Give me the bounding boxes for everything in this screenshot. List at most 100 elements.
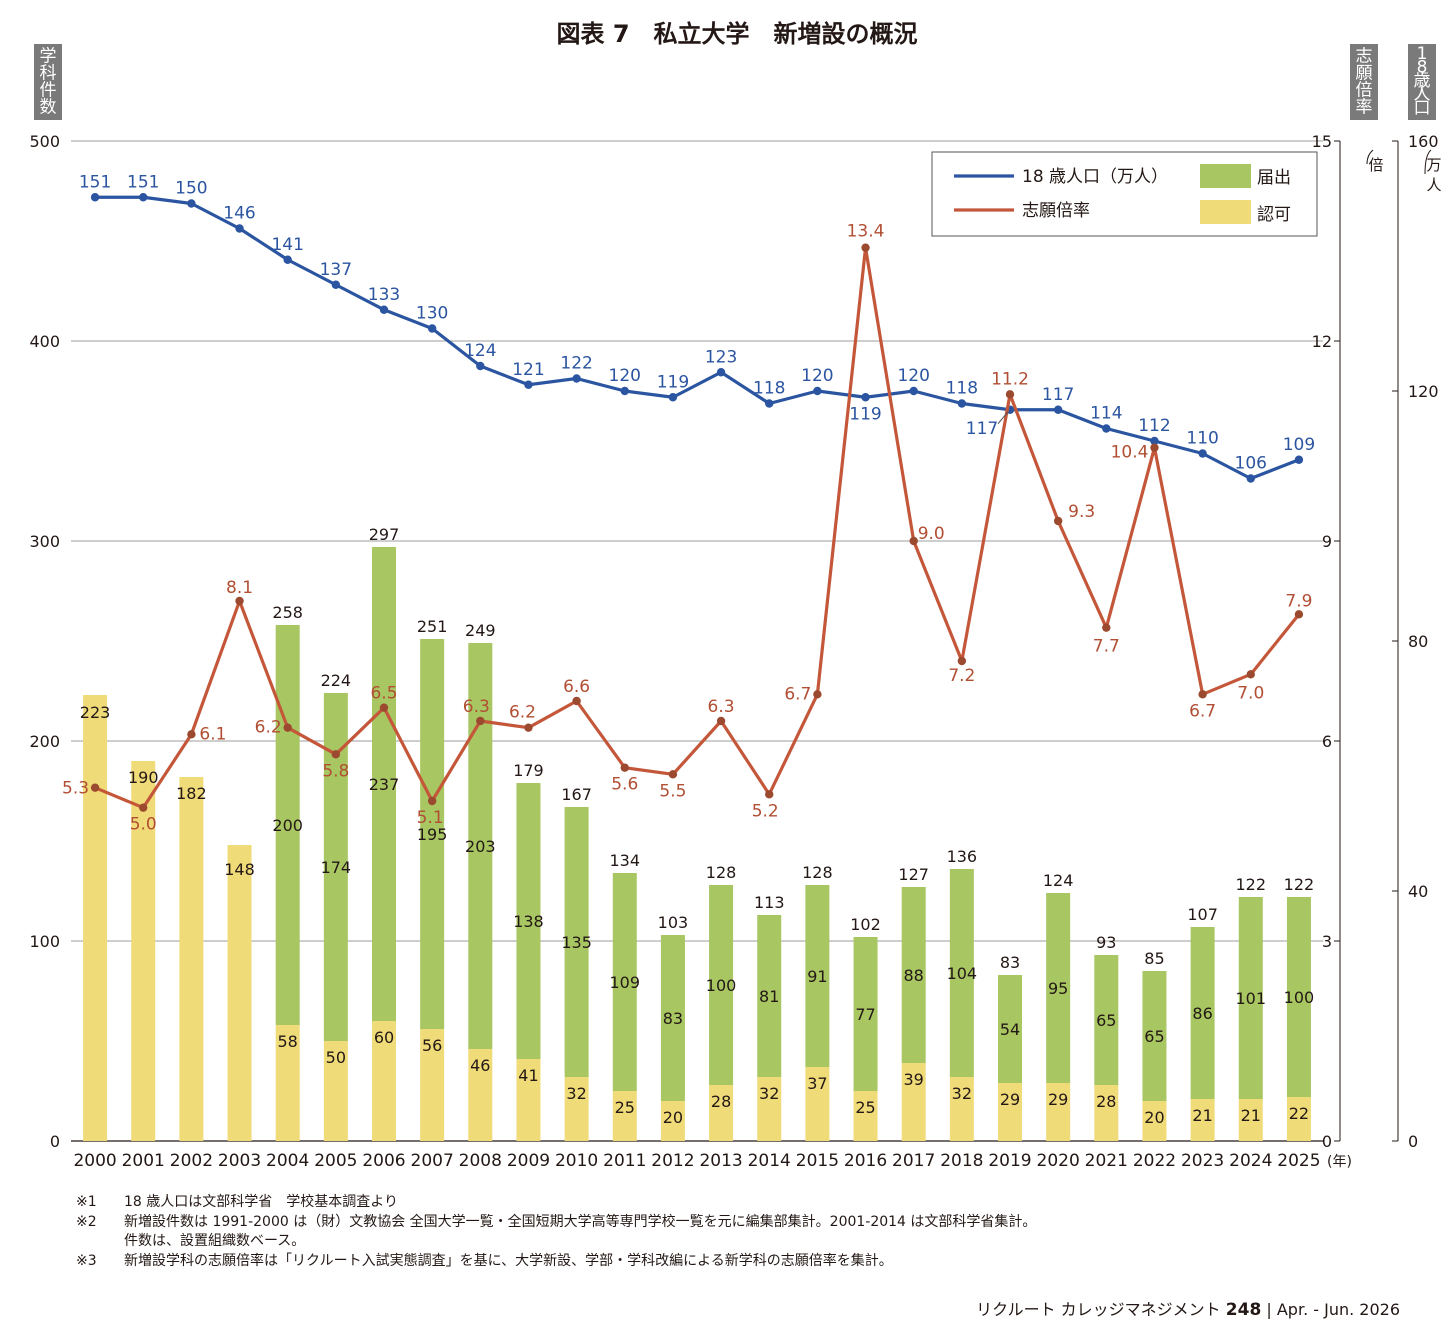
rate-label: 6.5 <box>370 684 397 704</box>
population-point <box>524 380 533 389</box>
bar-approval-label: 148 <box>224 860 255 879</box>
bar-approval-label: 39 <box>904 1070 924 1089</box>
rate-point <box>909 536 918 546</box>
x-tick-label: 2025 <box>1277 1151 1320 1171</box>
rate-axis-unit-paren <box>1366 149 1374 165</box>
population-label: 118 <box>753 379 785 399</box>
population-label: 133 <box>368 285 400 305</box>
rate-tick-label: 6 <box>1322 732 1332 751</box>
bar-notification-label: 91 <box>807 967 827 986</box>
bar-total-label: 124 <box>1043 871 1074 890</box>
x-tick-label: 2022 <box>1133 1151 1176 1171</box>
population-point <box>861 393 870 402</box>
bar-approval <box>805 1067 830 1141</box>
bar-total-label: 107 <box>1187 905 1218 924</box>
population-label: 123 <box>705 347 737 367</box>
rate-point <box>139 803 148 812</box>
bar-approval <box>1190 1099 1215 1141</box>
bar-notification <box>998 975 1022 1083</box>
rate-tick-label: 3 <box>1322 932 1332 951</box>
x-tick-label: 2024 <box>1229 1151 1272 1171</box>
left-axis-label-char: 数 <box>40 98 57 118</box>
bar-approval <box>420 1029 445 1141</box>
bar-notification <box>372 547 396 1021</box>
bar-approval <box>275 1025 300 1141</box>
population-point <box>620 386 629 396</box>
pop-axis-label-char: 歳 <box>1414 71 1431 91</box>
bar-notification-label: 109 <box>609 973 640 992</box>
note-text: 18 歳人口は文部科学省 学校基本調査より <box>124 1194 398 1210</box>
rate-label: 5.6 <box>611 775 638 795</box>
rate-point <box>957 656 967 666</box>
population-label: 124 <box>464 341 496 361</box>
pop-tick-label: 120 <box>1408 382 1439 401</box>
rate-point <box>331 750 341 759</box>
rate-point <box>668 770 678 779</box>
bar-approval-label: 190 <box>128 768 159 787</box>
bar-notification <box>1286 897 1311 1097</box>
bar-notification <box>420 639 445 1029</box>
rate-axis-label: 志願倍率 <box>1356 47 1373 118</box>
bar-notification-label: 104 <box>947 964 978 983</box>
left-tick-label: 0 <box>50 1132 60 1151</box>
population-point <box>716 368 726 377</box>
x-tick-label: 2007 <box>411 1151 454 1171</box>
bar-notification <box>1142 971 1167 1101</box>
left-axis-label-char: 件 <box>40 81 57 101</box>
bar-notification-label: 65 <box>1096 1011 1116 1030</box>
rate-point <box>524 723 533 732</box>
bar-approval <box>131 761 156 1141</box>
rate-point <box>187 730 196 739</box>
bar-approval <box>998 1083 1022 1141</box>
note-text: 件数は、設置組織数ベース。 <box>124 1233 306 1249</box>
bar-total-label: 224 <box>321 671 352 690</box>
bar-approval-label: 29 <box>1000 1090 1020 1109</box>
bar-approval <box>1238 1099 1263 1141</box>
bar-approval <box>709 1085 734 1141</box>
population-label: 110 <box>1186 429 1218 449</box>
bar-total-label: 122 <box>1235 875 1266 894</box>
rate-point <box>283 723 292 732</box>
bar-notification <box>660 935 685 1101</box>
pop-axis-label-box <box>1408 44 1436 120</box>
bar-approval <box>901 1063 926 1141</box>
x-tick-label: 2009 <box>507 1151 550 1171</box>
x-tick-label: 2013 <box>699 1151 742 1171</box>
bar-approval-label: 29 <box>1048 1090 1068 1109</box>
population-label: 119 <box>657 372 689 392</box>
bar-total-label: 127 <box>898 865 929 884</box>
population-label: 120 <box>609 366 641 386</box>
population-label: 114 <box>1090 404 1122 424</box>
bar-notification-label: 65 <box>1144 1027 1164 1046</box>
bar-total-label: 297 <box>369 525 400 544</box>
rate-label: 13.4 <box>847 222 885 242</box>
population-point <box>909 386 918 396</box>
x-tick-label: 2014 <box>748 1151 791 1171</box>
rate-point <box>476 716 485 726</box>
bar-notification-label: 88 <box>904 966 924 985</box>
rate-tick-label: 12 <box>1312 332 1332 351</box>
legend-rate-label: 志願倍率 <box>1022 201 1090 221</box>
bar-notification-label: 81 <box>759 987 779 1006</box>
population-label: 141 <box>271 235 303 255</box>
bar-approval-label: 56 <box>422 1036 442 1055</box>
bar-approval <box>468 1049 493 1141</box>
bar-approval-label: 20 <box>663 1108 683 1127</box>
population-label: 117 <box>1042 385 1074 405</box>
legend-population-label: 18 歳人口（万人） <box>1022 167 1168 187</box>
population-point <box>1246 474 1255 483</box>
left-tick-label: 300 <box>29 532 60 551</box>
bar-total-label: 128 <box>706 863 737 882</box>
bar-notification <box>1190 927 1215 1099</box>
rate-point <box>861 243 870 252</box>
left-tick-label: 500 <box>29 132 60 151</box>
x-tick-label: 2012 <box>651 1151 694 1171</box>
population-leader-line <box>997 411 1009 425</box>
population-point <box>235 224 244 233</box>
rate-point <box>90 783 100 792</box>
rate-label: 7.9 <box>1285 591 1312 611</box>
left-axis-label-char: 学 <box>40 47 57 67</box>
bar-approval <box>1286 1097 1311 1141</box>
population-label: 151 <box>127 172 159 192</box>
bar-approval-label: 50 <box>326 1048 346 1067</box>
